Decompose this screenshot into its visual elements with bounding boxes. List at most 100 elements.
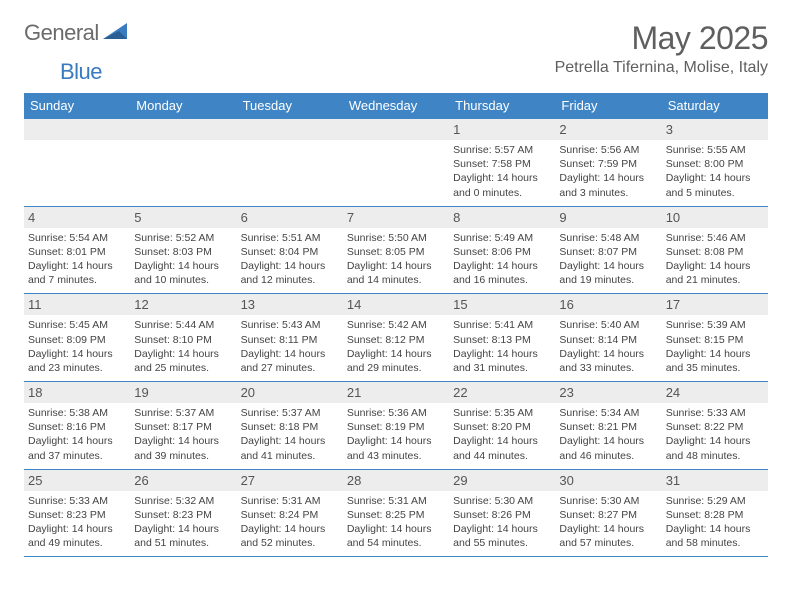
day-number	[343, 119, 449, 140]
day-cell: 6 Sunrise: 5:51 AMSunset: 8:04 PMDaylight…	[237, 207, 343, 294]
day-number: 6	[237, 207, 343, 228]
day-info: Sunrise: 5:56 AMSunset: 7:59 PMDaylight:…	[559, 143, 657, 200]
day-number: 29	[449, 470, 555, 491]
day-cell: 28 Sunrise: 5:31 AMSunset: 8:25 PMDayligh…	[343, 470, 449, 557]
day-number	[130, 119, 236, 140]
day-number: 23	[555, 382, 661, 403]
day-cell: 9 Sunrise: 5:48 AMSunset: 8:07 PMDaylight…	[555, 207, 661, 294]
day-cell: 29Sunrise: 5:30 AMSunset: 8:26 PMDayligh…	[449, 470, 555, 557]
day-info: Sunrise: 5:48 AMSunset: 8:07 PMDaylight:…	[559, 231, 657, 288]
weekday-sunday: Sunday	[24, 93, 130, 118]
day-info: Sunrise: 5:33 AMSunset: 8:22 PMDaylight:…	[666, 406, 764, 463]
day-cell: 31Sunrise: 5:29 AMSunset: 8:28 PMDayligh…	[662, 470, 768, 557]
day-cell: 4Sunrise: 5:54 AMSunset: 8:01 PMDaylight…	[24, 207, 130, 294]
location: Petrella Tifernina, Molise, Italy	[555, 59, 768, 77]
day-cell: 17 Sunrise: 5:39 AMSunset: 8:15 PMDayligh…	[662, 294, 768, 381]
day-info: Sunrise: 5:35 AMSunset: 8:20 PMDaylight:…	[453, 406, 551, 463]
day-info: Sunrise: 5:30 AMSunset: 8:27 PMDaylight:…	[559, 494, 657, 551]
week-row: 11 Sunrise: 5:45 AMSunset: 8:09 PMDayligh…	[24, 294, 768, 382]
day-info: Sunrise: 5:32 AMSunset: 8:23 PMDaylight:…	[134, 494, 232, 551]
weekday-monday: Monday	[130, 93, 236, 118]
day-info: Sunrise: 5:40 AMSunset: 8:14 PMDaylight:…	[559, 318, 657, 375]
day-cell	[343, 119, 449, 206]
day-number: 10	[662, 207, 768, 228]
day-cell: 11 Sunrise: 5:45 AMSunset: 8:09 PMDayligh…	[24, 294, 130, 381]
day-number: 9	[555, 207, 661, 228]
day-info: Sunrise: 5:31 AMSunset: 8:24 PMDaylight:…	[241, 494, 339, 551]
day-info: Sunrise: 5:38 AMSunset: 8:16 PMDaylight:…	[28, 406, 126, 463]
day-info: Sunrise: 5:31 AMSunset: 8:25 PMDaylight:…	[347, 494, 445, 551]
weekday-saturday: Saturday	[662, 93, 768, 118]
day-info: Sunrise: 5:57 AMSunset: 7:58 PMDaylight:…	[453, 143, 551, 200]
logo-text-a: General	[24, 20, 99, 46]
day-number: 28	[343, 470, 449, 491]
day-cell: 18 Sunrise: 5:38 AMSunset: 8:16 PMDayligh…	[24, 382, 130, 469]
calendar-grid: 1 Sunrise: 5:57 AMSunset: 7:58 PMDaylight…	[24, 118, 768, 557]
day-cell: 19 Sunrise: 5:37 AMSunset: 8:17 PMDayligh…	[130, 382, 236, 469]
calendar: SundayMondayTuesdayWednesdayThursdayFrid…	[24, 93, 768, 557]
day-info: Sunrise: 5:51 AMSunset: 8:04 PMDaylight:…	[241, 231, 339, 288]
day-number: 22	[449, 382, 555, 403]
day-number: 27	[237, 470, 343, 491]
day-number: 17	[662, 294, 768, 315]
day-number: 16	[555, 294, 661, 315]
day-cell: 8 Sunrise: 5:49 AMSunset: 8:06 PMDaylight…	[449, 207, 555, 294]
day-number: 1	[449, 119, 555, 140]
day-number: 26	[130, 470, 236, 491]
day-info: Sunrise: 5:43 AMSunset: 8:11 PMDaylight:…	[241, 318, 339, 375]
day-cell	[24, 119, 130, 206]
day-cell: 24 Sunrise: 5:33 AMSunset: 8:22 PMDayligh…	[662, 382, 768, 469]
day-info: Sunrise: 5:37 AMSunset: 8:17 PMDaylight:…	[134, 406, 232, 463]
day-number: 8	[449, 207, 555, 228]
day-number: 25	[24, 470, 130, 491]
day-info: Sunrise: 5:33 AMSunset: 8:23 PMDaylight:…	[28, 494, 126, 551]
day-cell: 1 Sunrise: 5:57 AMSunset: 7:58 PMDaylight…	[449, 119, 555, 206]
day-info: Sunrise: 5:37 AMSunset: 8:18 PMDaylight:…	[241, 406, 339, 463]
day-number: 11	[24, 294, 130, 315]
day-cell: 22 Sunrise: 5:35 AMSunset: 8:20 PMDayligh…	[449, 382, 555, 469]
day-info: Sunrise: 5:39 AMSunset: 8:15 PMDaylight:…	[666, 318, 764, 375]
day-number	[237, 119, 343, 140]
week-row: 1 Sunrise: 5:57 AMSunset: 7:58 PMDaylight…	[24, 119, 768, 207]
day-cell: 10 Sunrise: 5:46 AMSunset: 8:08 PMDayligh…	[662, 207, 768, 294]
day-cell: 7Sunrise: 5:50 AMSunset: 8:05 PMDaylight…	[343, 207, 449, 294]
day-cell	[237, 119, 343, 206]
day-number: 21	[343, 382, 449, 403]
weekday-header: SundayMondayTuesdayWednesdayThursdayFrid…	[24, 93, 768, 118]
day-cell: 5Sunrise: 5:52 AMSunset: 8:03 PMDaylight…	[130, 207, 236, 294]
day-cell: 3Sunrise: 5:55 AMSunset: 8:00 PMDaylight…	[662, 119, 768, 206]
weekday-wednesday: Wednesday	[343, 93, 449, 118]
day-cell: 30 Sunrise: 5:30 AMSunset: 8:27 PMDayligh…	[555, 470, 661, 557]
day-info: Sunrise: 5:34 AMSunset: 8:21 PMDaylight:…	[559, 406, 657, 463]
day-number: 12	[130, 294, 236, 315]
day-number: 30	[555, 470, 661, 491]
day-number: 13	[237, 294, 343, 315]
day-number	[24, 119, 130, 140]
weekday-tuesday: Tuesday	[237, 93, 343, 118]
day-number: 19	[130, 382, 236, 403]
week-row: 18 Sunrise: 5:38 AMSunset: 8:16 PMDayligh…	[24, 382, 768, 470]
day-cell: 26 Sunrise: 5:32 AMSunset: 8:23 PMDayligh…	[130, 470, 236, 557]
day-cell: 2Sunrise: 5:56 AMSunset: 7:59 PMDaylight…	[555, 119, 661, 206]
day-cell: 15Sunrise: 5:41 AMSunset: 8:13 PMDayligh…	[449, 294, 555, 381]
day-info: Sunrise: 5:52 AMSunset: 8:03 PMDaylight:…	[134, 231, 232, 288]
week-row: 25 Sunrise: 5:33 AMSunset: 8:23 PMDayligh…	[24, 470, 768, 558]
day-cell: 23 Sunrise: 5:34 AMSunset: 8:21 PMDayligh…	[555, 382, 661, 469]
day-number: 7	[343, 207, 449, 228]
day-info: Sunrise: 5:36 AMSunset: 8:19 PMDaylight:…	[347, 406, 445, 463]
day-number: 15	[449, 294, 555, 315]
day-info: Sunrise: 5:49 AMSunset: 8:06 PMDaylight:…	[453, 231, 551, 288]
day-info: Sunrise: 5:54 AMSunset: 8:01 PMDaylight:…	[28, 231, 126, 288]
day-info: Sunrise: 5:45 AMSunset: 8:09 PMDaylight:…	[28, 318, 126, 375]
day-number: 24	[662, 382, 768, 403]
day-cell	[130, 119, 236, 206]
month-title: May 2025	[555, 20, 768, 57]
triangle-icon	[103, 21, 131, 46]
day-cell: 20Sunrise: 5:37 AMSunset: 8:18 PMDayligh…	[237, 382, 343, 469]
logo-text-b: Blue	[60, 59, 102, 85]
weekday-friday: Friday	[555, 93, 661, 118]
day-cell: 14Sunrise: 5:42 AMSunset: 8:12 PMDayligh…	[343, 294, 449, 381]
title-block: May 2025 Petrella Tifernina, Molise, Ita…	[555, 20, 768, 77]
day-info: Sunrise: 5:46 AMSunset: 8:08 PMDaylight:…	[666, 231, 764, 288]
day-number: 18	[24, 382, 130, 403]
